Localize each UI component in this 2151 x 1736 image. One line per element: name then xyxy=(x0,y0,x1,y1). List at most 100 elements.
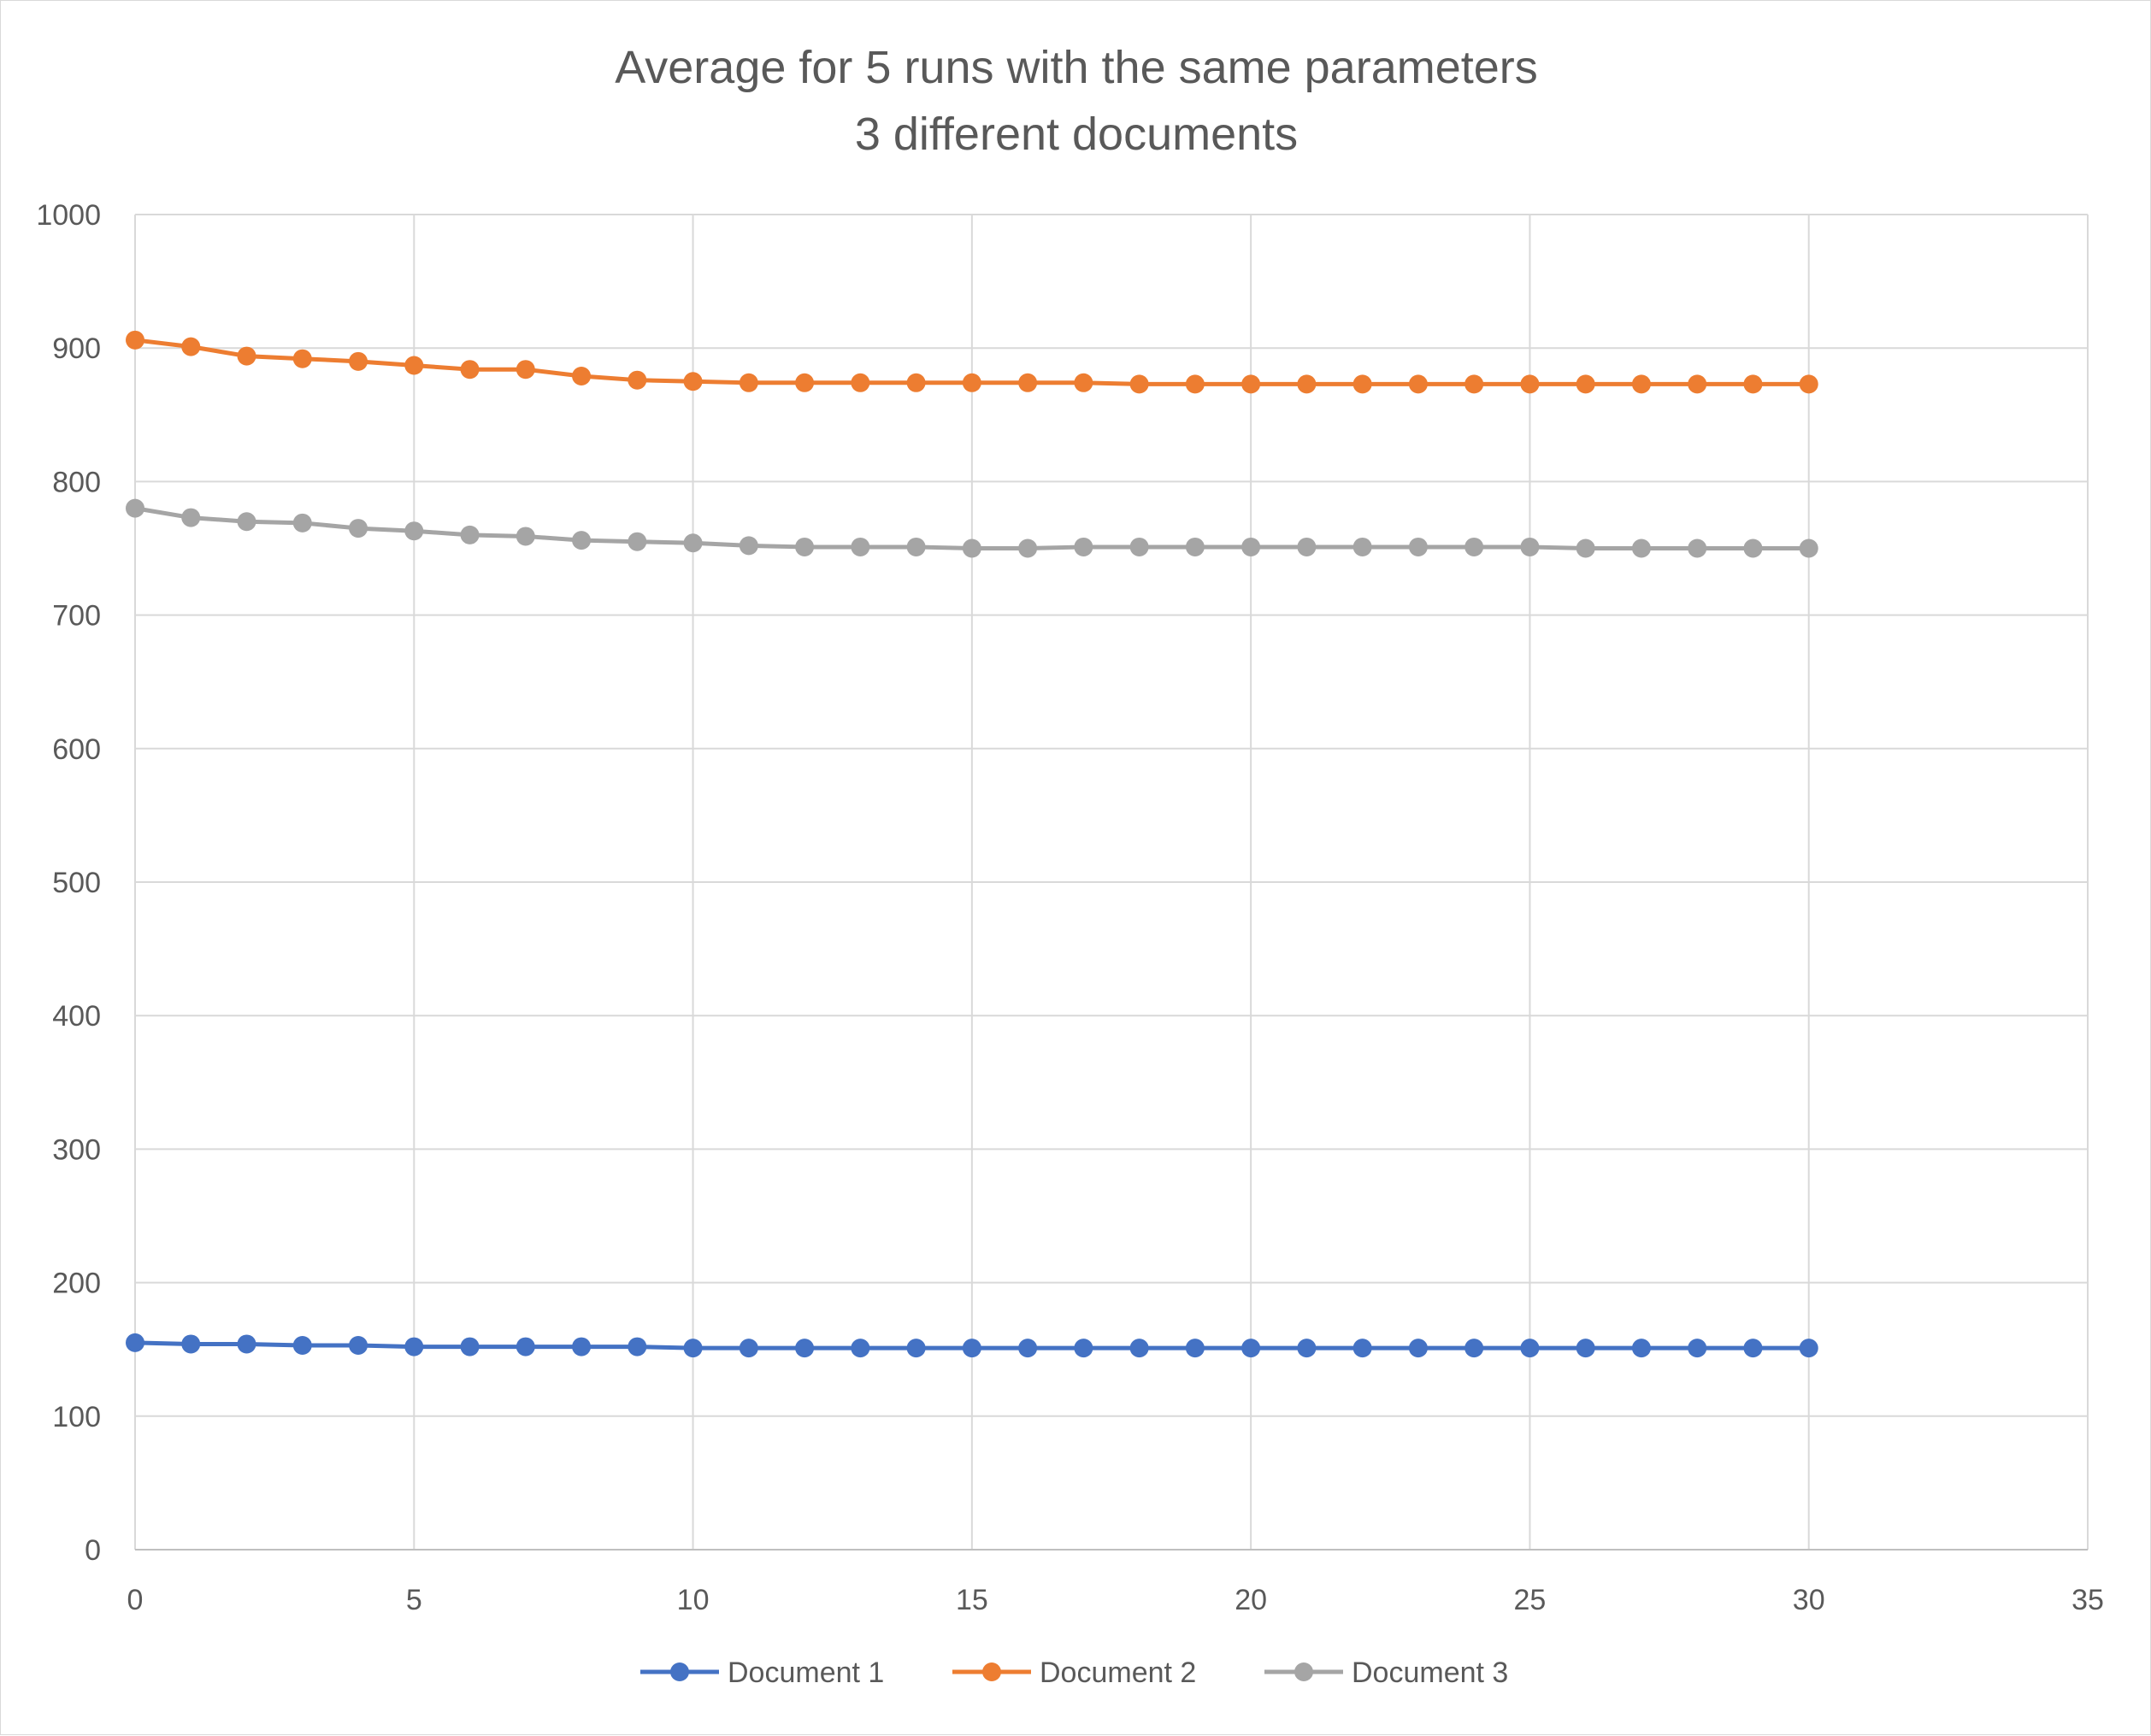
data-point xyxy=(1297,1339,1317,1358)
data-point xyxy=(962,1339,981,1358)
legend-label: Document 3 xyxy=(1352,1657,1508,1689)
legend-marker xyxy=(1294,1662,1313,1681)
data-point xyxy=(181,508,201,527)
data-point xyxy=(628,370,647,390)
data-point xyxy=(126,330,144,350)
data-point xyxy=(1018,373,1038,392)
data-point xyxy=(292,513,312,533)
data-point xyxy=(349,1336,368,1356)
data-point xyxy=(1688,374,1707,394)
data-point xyxy=(1799,538,1818,558)
data-point xyxy=(1576,374,1595,394)
data-point xyxy=(516,1337,535,1356)
data-point xyxy=(349,519,368,538)
gridlines xyxy=(134,214,2089,1551)
data-point xyxy=(1074,1339,1093,1358)
data-point xyxy=(1576,1339,1595,1358)
data-point xyxy=(572,367,592,386)
chart-title: Average for 5 runs with the same paramet… xyxy=(615,42,1538,93)
y-tick-label: 700 xyxy=(52,600,101,633)
data-point xyxy=(1631,374,1651,394)
x-tick-label: 5 xyxy=(406,1584,422,1616)
data-point xyxy=(1074,537,1093,556)
data-point xyxy=(1576,538,1595,558)
data-point xyxy=(237,1334,256,1354)
y-tick-label: 1000 xyxy=(36,199,101,232)
data-point xyxy=(1799,1339,1818,1358)
data-point xyxy=(1520,1339,1540,1358)
y-tick-label: 600 xyxy=(52,733,101,766)
data-point xyxy=(237,512,256,532)
data-point xyxy=(1520,537,1540,556)
data-point xyxy=(962,538,981,558)
data-point xyxy=(1241,537,1261,556)
data-point xyxy=(1074,373,1093,392)
data-point xyxy=(1297,374,1317,394)
x-tick-label: 25 xyxy=(1514,1584,1547,1616)
data-point xyxy=(1408,537,1428,556)
data-point xyxy=(1129,537,1149,556)
data-point xyxy=(404,521,424,541)
data-point xyxy=(1408,374,1428,394)
data-point xyxy=(1185,537,1205,556)
data-point xyxy=(1631,538,1651,558)
x-tick-label: 30 xyxy=(1793,1584,1825,1616)
data-point xyxy=(460,1337,480,1356)
data-point xyxy=(795,1339,815,1358)
series-1 xyxy=(126,1333,1818,1358)
data-point xyxy=(516,360,535,380)
data-point xyxy=(1297,537,1317,556)
y-tick-label: 300 xyxy=(52,1133,101,1166)
x-tick-label: 20 xyxy=(1235,1584,1267,1616)
data-point xyxy=(349,351,368,371)
legend-marker xyxy=(670,1662,689,1681)
data-point xyxy=(1799,374,1818,394)
data-point xyxy=(1688,538,1707,558)
legend: Document 1 Document 2 Document 3 xyxy=(640,1657,1508,1689)
data-point xyxy=(1185,1339,1205,1358)
data-point xyxy=(572,1337,592,1356)
y-tick-label: 800 xyxy=(52,466,101,498)
x-tick-label: 0 xyxy=(127,1584,144,1616)
data-point xyxy=(1520,374,1540,394)
legend-marker xyxy=(982,1662,1001,1681)
data-point xyxy=(1352,374,1372,394)
data-point xyxy=(181,1334,201,1354)
legend-item-1: Document 1 xyxy=(640,1657,884,1689)
legend-item-3: Document 3 xyxy=(1264,1657,1508,1689)
series-3 xyxy=(126,498,1818,558)
data-point xyxy=(851,373,870,392)
y-tick-label: 0 xyxy=(85,1534,101,1567)
series-2 xyxy=(126,330,1818,394)
data-point xyxy=(1464,374,1484,394)
data-point xyxy=(126,1333,144,1352)
y-tick-label: 400 xyxy=(52,1000,101,1033)
data-point xyxy=(1631,1339,1651,1358)
data-point xyxy=(683,533,703,553)
data-point xyxy=(460,525,480,544)
data-point xyxy=(1743,1339,1763,1358)
data-point xyxy=(906,1339,926,1358)
data-point xyxy=(1185,374,1205,394)
data-point xyxy=(683,372,703,391)
data-point xyxy=(292,1336,312,1356)
data-point xyxy=(795,537,815,556)
data-point xyxy=(851,1339,870,1358)
axes: 0 100 200 300 400 500 600 700 800 900 1000 0 5 10 15 20… xyxy=(36,199,2104,1616)
data-point xyxy=(1241,1339,1261,1358)
data-point xyxy=(1129,1339,1149,1358)
data-point xyxy=(516,527,535,546)
data-point xyxy=(1743,538,1763,558)
data-point xyxy=(906,373,926,392)
data-point xyxy=(962,373,981,392)
data-point xyxy=(739,373,758,392)
data-point xyxy=(1688,1339,1707,1358)
data-point xyxy=(1018,538,1038,558)
data-point xyxy=(181,337,201,356)
x-tick-label: 35 xyxy=(2071,1584,2104,1616)
data-point xyxy=(572,531,592,550)
data-point xyxy=(1241,374,1261,394)
data-point xyxy=(404,356,424,375)
